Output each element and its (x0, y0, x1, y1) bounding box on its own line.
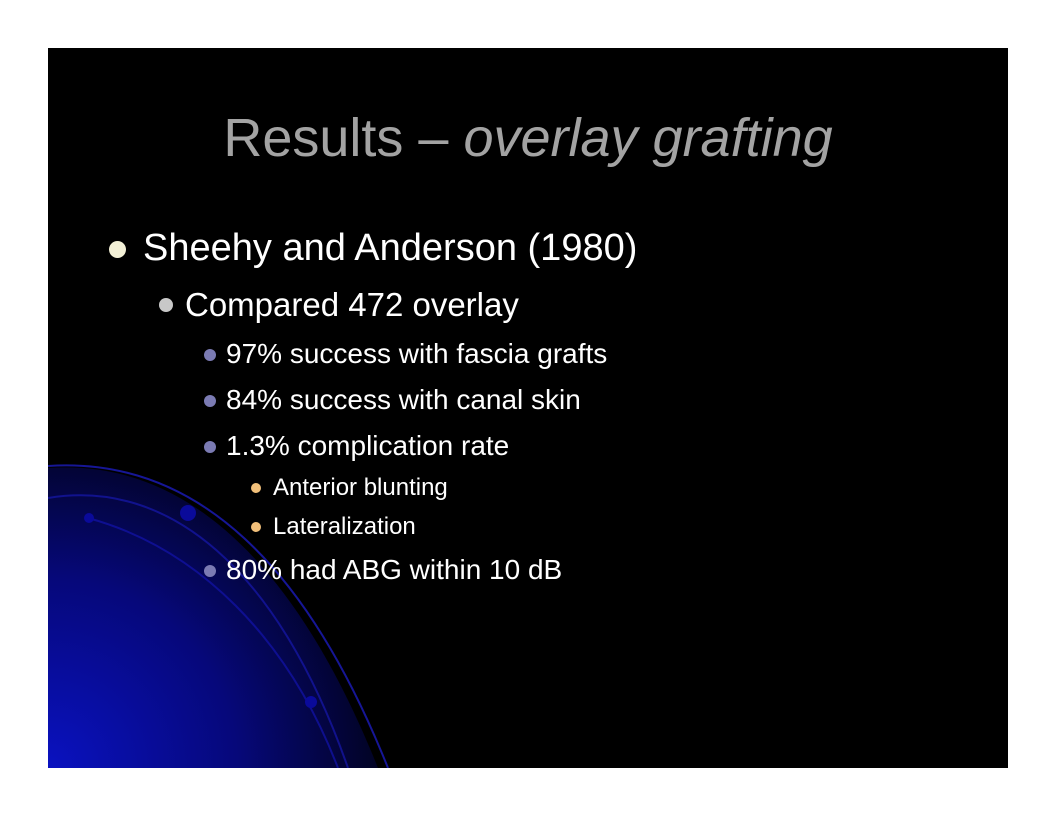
bullet-dot-level2 (159, 298, 173, 312)
bullet-dot-level3 (204, 349, 216, 361)
bullet-text-level2: Compared 472 overlay (185, 286, 519, 323)
bullet-text-level4: Anterior blunting (273, 474, 448, 501)
bullet-dot-level4 (251, 483, 261, 493)
slide: Results – overlay grafting Sheehy and An… (48, 48, 1008, 768)
decorative-swoosh (48, 464, 389, 768)
decorative-dot (305, 696, 317, 708)
arc-line (87, 517, 339, 768)
title-italic: overlay grafting (463, 108, 833, 168)
slide-title: Results – overlay grafting (48, 106, 1008, 171)
arc-line (48, 494, 349, 768)
bullet-dot-level1 (109, 241, 126, 258)
bullet-text-level3: 97% success with fascia grafts (226, 338, 608, 369)
bullet-text-level4: Lateralization (273, 513, 416, 540)
decorative-dot (180, 505, 196, 521)
bullet-dot-level3 (204, 441, 216, 453)
arc-line (48, 464, 389, 768)
bullet-text-level1: Sheehy and Anderson (1980) (143, 227, 638, 269)
bullet-dot-level3 (204, 395, 216, 407)
bullet-text-level3: 1.3% complication rate (226, 430, 510, 461)
bullet-dot-level4 (251, 522, 261, 532)
bullet-text-level3: 80% had ABG within 10 dB (226, 554, 563, 585)
blue-glow-shape (48, 467, 378, 768)
bullet-dot-level3 (204, 565, 216, 577)
decorative-dot (84, 513, 94, 523)
title-main: Results – (223, 108, 464, 168)
bullet-text-level3: 84% success with canal skin (226, 384, 581, 415)
